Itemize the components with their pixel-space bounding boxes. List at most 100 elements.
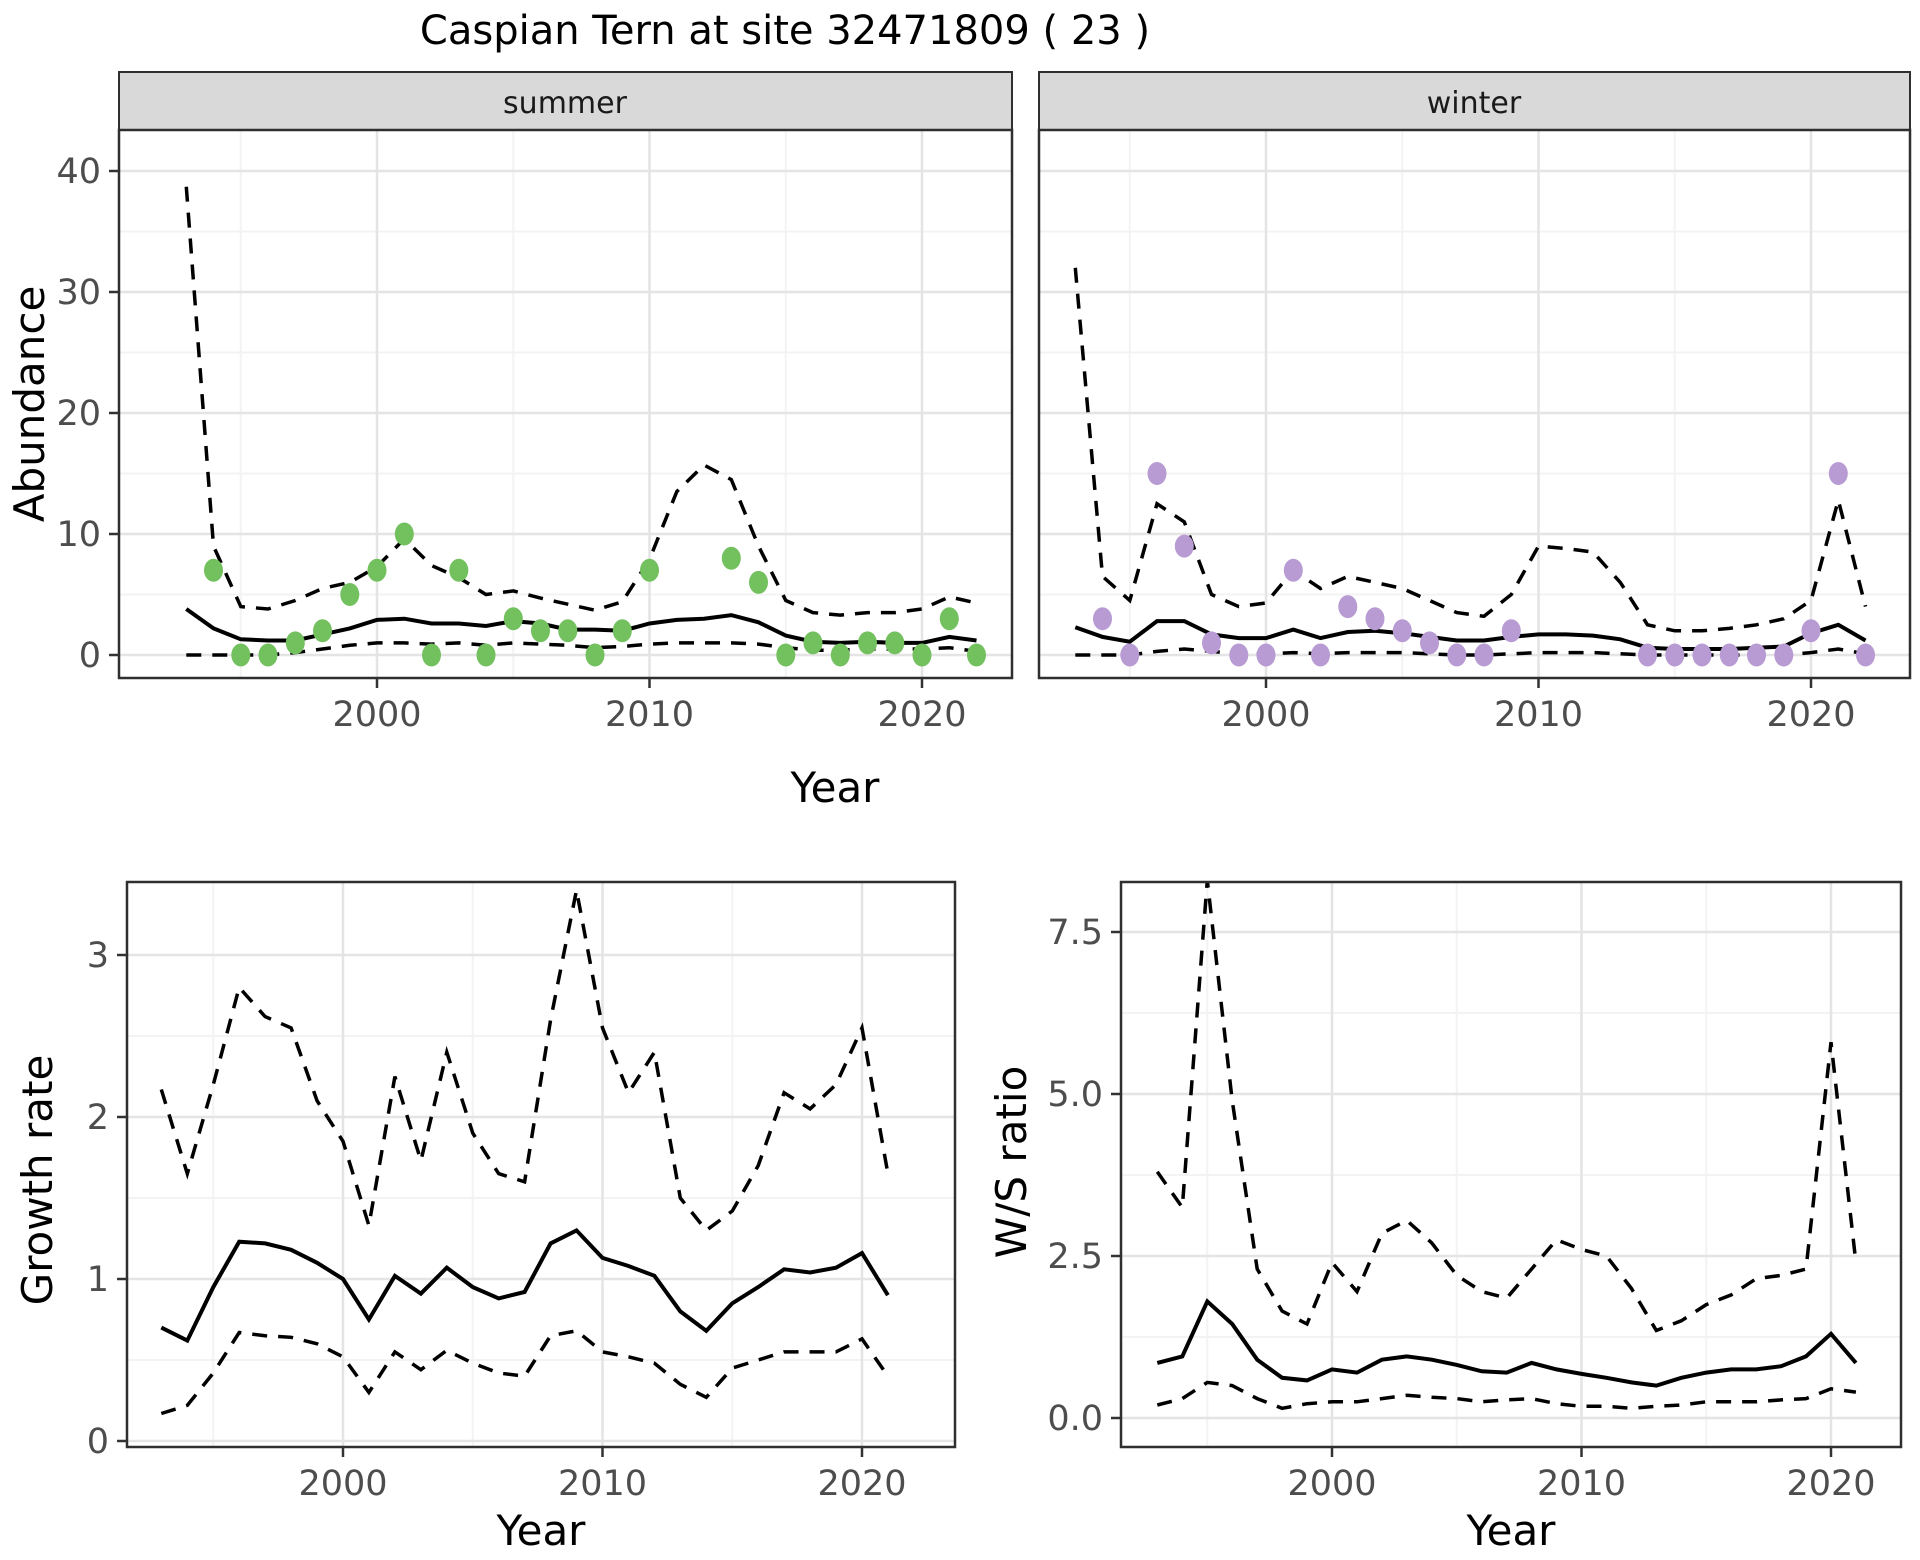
median-line <box>1156 1298 1858 1388</box>
observation-point <box>1692 643 1712 667</box>
observation-point <box>1420 631 1439 655</box>
facet-strip-label-summer: summer <box>503 86 628 121</box>
observation-point <box>1256 643 1276 667</box>
y-axis-tick-label: 2.5 <box>1047 1237 1103 1277</box>
major-gridlines <box>127 882 955 1447</box>
observation-point <box>1447 643 1467 667</box>
panel-background <box>119 130 1012 678</box>
growth-rate-axis-title: Growth rate <box>13 1055 62 1306</box>
minor-gridlines <box>119 130 1012 678</box>
growth-year-axis-title: Year <box>496 1506 587 1555</box>
x-axis-tick-label: 2010 <box>558 1464 647 1504</box>
facet-strip-box <box>118 71 1013 131</box>
y-axis-tick-label: 30 <box>56 273 101 313</box>
observation-point <box>531 619 550 643</box>
observation-point <box>1392 619 1412 643</box>
observation-point <box>640 558 659 582</box>
ws-year-axis-title: Year <box>1466 1506 1557 1555</box>
x-axis-tick-label: 2020 <box>1766 695 1855 735</box>
observation-point <box>476 643 496 667</box>
panel-border <box>1119 880 1903 1449</box>
y-axis-tick-label: 40 <box>56 152 101 192</box>
observation-point <box>912 643 932 667</box>
observation-point <box>1365 607 1385 631</box>
ci-upper-line <box>159 889 890 1233</box>
observation-point <box>558 619 578 643</box>
observation-point <box>1801 619 1821 643</box>
observation-point <box>803 631 823 655</box>
panel-summer: 2000 2010 2020 0 10 20 30 40 <box>56 128 1014 735</box>
facet-strip-summer: summer <box>118 71 1013 131</box>
panel-border <box>125 880 957 1449</box>
observation-point <box>1283 558 1303 582</box>
observation-point <box>1774 643 1794 667</box>
y-axis-tick-label: 5.0 <box>1047 1075 1103 1115</box>
panel-border <box>1037 128 1912 680</box>
observation-point <box>204 558 223 582</box>
x-axis-tick-label: 2000 <box>298 1464 387 1504</box>
observation-point <box>313 619 332 643</box>
major-gridlines <box>119 130 1012 678</box>
facet-strip-box <box>1038 71 1911 131</box>
panel-growth: 2000 2010 2020 0 1 2 3 <box>87 880 957 1504</box>
observation-point <box>285 631 305 655</box>
observation-point <box>612 619 632 643</box>
median-line <box>160 1227 890 1344</box>
observation-point <box>340 583 360 606</box>
observation-point <box>585 643 605 667</box>
observation-point <box>885 631 905 655</box>
figure-title: Caspian Tern at site 32471809 ( 23 ) <box>420 8 1150 54</box>
y-axis-tick-label: 3 <box>87 936 109 976</box>
panel-background <box>1039 130 1910 678</box>
observation-point <box>1338 595 1358 619</box>
x-axis-tick-label: 2000 <box>332 695 421 735</box>
panel-border <box>117 128 1014 680</box>
x-axis-tick-label: 2010 <box>605 695 694 735</box>
observation-point <box>449 558 469 582</box>
observation-point <box>721 546 741 570</box>
facet-strip-label-winter: winter <box>1427 86 1522 121</box>
observation-point <box>967 643 986 667</box>
observation-point <box>1120 643 1140 667</box>
y-axis-tick-label: 1 <box>87 1260 109 1300</box>
observation-point <box>1719 643 1739 667</box>
ws-ratio-axis-title: W/S ratio <box>987 1066 1036 1259</box>
observation-point <box>1747 643 1766 667</box>
top-year-axis-title: Year <box>790 763 881 812</box>
observation-point <box>503 607 523 631</box>
observation-point <box>749 570 768 594</box>
major-gridlines <box>1039 130 1910 678</box>
minor-gridlines <box>127 882 955 1447</box>
y-axis-tick-label: 0 <box>79 636 101 676</box>
y-axis-tick-label: 2 <box>87 1098 109 1138</box>
y-axis-tick-label: 10 <box>56 515 101 555</box>
minor-gridlines <box>1121 882 1901 1447</box>
observation-point <box>258 643 278 667</box>
y-axis-tick-label: 0 <box>87 1422 109 1462</box>
observation-point <box>1856 643 1875 667</box>
observation-point <box>394 522 414 546</box>
panel-background <box>1121 882 1901 1447</box>
observation-point <box>1665 643 1685 667</box>
x-axis-tick-label: 2000 <box>1287 1464 1376 1504</box>
x-axis-tick-label: 2010 <box>1494 695 1583 735</box>
observation-point <box>1501 619 1521 643</box>
x-axis-tick-label: 2020 <box>817 1464 906 1504</box>
y-axis-tick-label: 20 <box>56 394 101 434</box>
observation-point <box>830 643 850 667</box>
panel-winter: 2000 2010 2020 <box>1037 128 1912 735</box>
minor-gridlines <box>1039 130 1910 678</box>
observation-point <box>422 643 441 667</box>
observation-point <box>1638 643 1657 667</box>
ci-lower-line <box>160 1328 890 1416</box>
panel-background <box>127 882 955 1447</box>
x-axis-tick-label: 2020 <box>877 695 966 735</box>
observation-point <box>776 643 796 667</box>
ci-upper-line <box>184 186 977 617</box>
observation-point <box>231 643 251 667</box>
major-gridlines <box>1121 882 1901 1447</box>
observation-point <box>367 558 387 582</box>
facet-strip-winter: winter <box>1038 71 1911 131</box>
